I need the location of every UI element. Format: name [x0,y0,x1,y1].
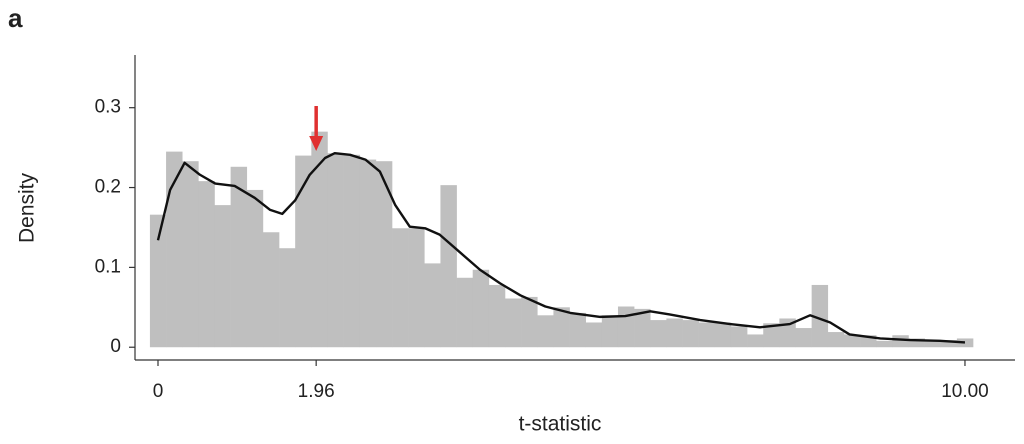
histogram-bar [149,214,167,348]
histogram-bar [472,269,490,348]
histogram-bar [521,296,538,348]
arrow-head [309,136,324,151]
histogram-bar [327,153,344,348]
panel-label: a [8,3,23,33]
x-tick-label: 0 [153,381,164,402]
histogram-bar [262,232,280,348]
histogram-bar [295,155,312,348]
histogram-bar [956,338,974,348]
histogram-bar [892,335,909,348]
histogram-bar [440,185,457,348]
histogram-bar [424,263,441,348]
y-tick-label: 0 [110,336,121,357]
histogram-bar [714,322,732,348]
histogram-bar [537,315,554,348]
histogram-bar [682,320,699,348]
histogram-bar [795,328,812,348]
histogram-bar [311,131,328,348]
histogram-bar [860,335,877,348]
histogram-bar [585,322,603,348]
histogram-bar [763,323,780,348]
y-tick-label: 0.2 [95,177,121,198]
histogram-bar [214,205,231,348]
histogram-bar [876,340,893,348]
x-tick-label: 10.00 [941,381,989,402]
histogram-bar [392,228,409,348]
histogram-bar [827,332,845,348]
histogram-bar [198,181,215,348]
histogram-bar [843,334,861,348]
x-tick-label: 1.96 [298,381,335,402]
histogram-bar [488,284,506,348]
histogram-bar [166,151,183,348]
histogram-bar [553,307,570,348]
histogram-bar [569,312,586,348]
histogram-bar [650,320,667,348]
histogram-bar [617,306,635,348]
y-tick-label: 0.1 [95,256,121,277]
histogram-bar [747,334,764,348]
density-curve [156,152,966,344]
histogram-bar [182,161,199,348]
histogram-bar [601,315,619,348]
y-tick-label: 0.3 [95,97,121,118]
histogram-bar [698,322,716,348]
y-axis-label: Density [16,172,39,243]
histogram-bar [375,161,393,348]
histogram-bar [230,166,248,348]
histogram-bar [908,338,925,348]
histogram-bar [246,189,264,348]
histogram-bar [924,340,942,348]
histogram-bar [940,340,958,348]
histogram-bar [359,159,377,348]
histogram-bar [408,228,425,348]
histogram-bar [456,277,474,348]
x-axis-label: t-statistic [519,413,602,436]
histogram-bar [811,284,829,348]
histogram-bar [730,326,748,348]
histogram-bar [634,308,651,348]
histogram-bar [666,318,683,348]
histogram-bar [504,298,522,348]
histogram-bar [343,154,361,348]
histogram-bar [279,248,296,348]
